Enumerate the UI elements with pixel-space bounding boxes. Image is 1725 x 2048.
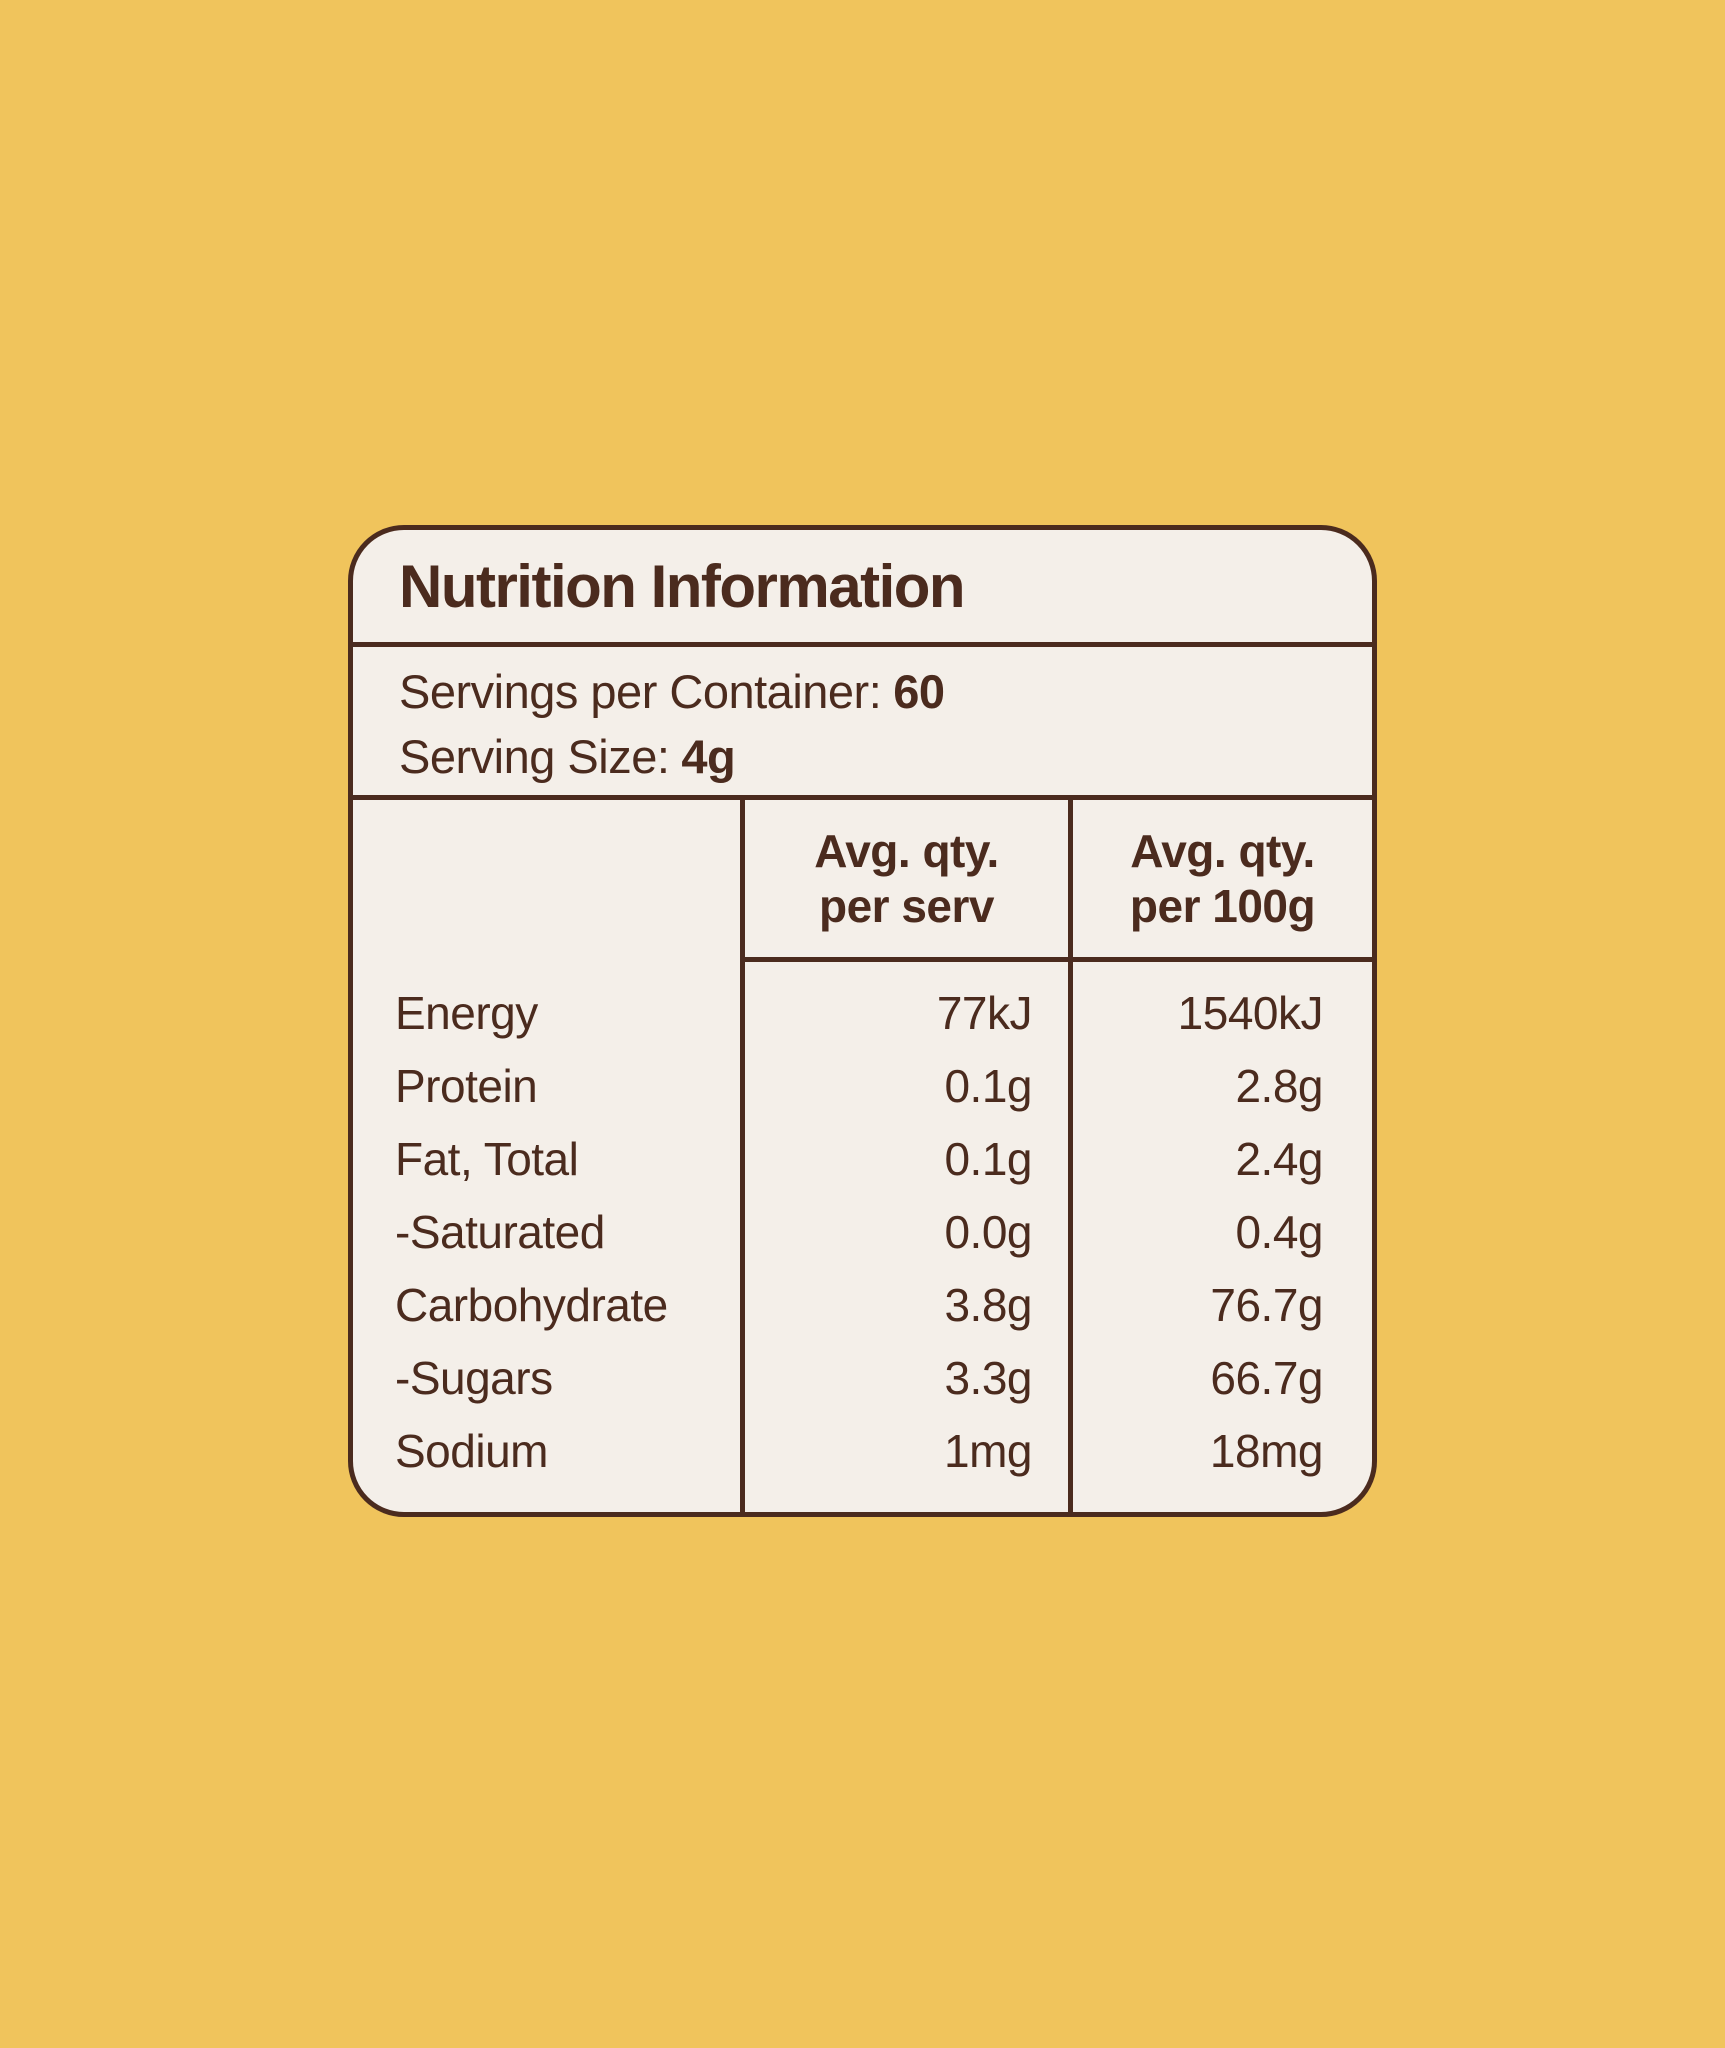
value-energy-per-serv: 77kJ [936,986,1033,1039]
servings-per-container-value: 60 [893,665,945,718]
servings-per-container-line: Servings per Container: 60 [399,659,1326,724]
row-label-carbohydrate: Carbohydrate [395,1278,668,1331]
card-title: Nutrition Information [399,552,966,620]
per-100g-column-header: Avg. qty. per 100g [1073,800,1372,962]
per-serving-header-line1: Avg. qty. [814,824,999,877]
value-fat-total-per-serv: 0.1g [944,1132,1032,1185]
value-saturated-per-100g: 0.4g [1235,1205,1323,1258]
row-label-saturated: -Saturated [395,1205,605,1258]
per-serving-column: Avg. qty. per serv 77kJ 0.1g 0.1g 0.0g 3… [740,800,1068,1512]
value-saturated-per-serv: 0.0g [944,1205,1032,1258]
value-sugars-per-100g: 66.7g [1210,1351,1323,1404]
per-serving-header-line2: per serv [818,879,995,932]
serving-size-value: 4g [681,730,736,783]
value-sodium-per-100g: 18mg [1209,1424,1324,1477]
servings-section: Servings per Container: 60 Serving Size: 4… [353,647,1372,800]
per-100g-header-line1: Avg. qty. [1130,824,1315,877]
per-100g-values: 1540kJ 2.8g 2.4g 0.4g 76.7g 66.7g 18mg [1073,962,1372,1487]
row-label-sodium: Sodium [395,1424,548,1477]
per-100g-column: Avg. qty. per 100g 1540kJ 2.8g 2.4g 0.4g… [1068,800,1372,1512]
row-label-fat-total: Fat, Total [395,1132,579,1185]
row-label-sugars: -Sugars [395,1351,553,1404]
nutrition-card: Nutrition Information Servings per Conta… [348,525,1377,1517]
serving-size-line: Serving Size: 4g [399,724,1326,789]
value-energy-per-100g: 1540kJ [1177,986,1324,1039]
row-label-energy: Energy [395,986,538,1039]
serving-size-label: Serving Size: [399,730,670,783]
value-carbohydrate-per-100g: 76.7g [1210,1278,1323,1331]
per-serving-column-header: Avg. qty. per serv [745,800,1068,962]
value-protein-per-100g: 2.8g [1235,1059,1323,1112]
value-sodium-per-serv: 1mg [944,1424,1032,1477]
row-label-protein: Protein [395,1059,538,1112]
card-title-section: Nutrition Information [353,530,1372,647]
value-protein-per-serv: 0.1g [944,1059,1032,1112]
nutrient-label-column: Energy Protein Fat, Total -Saturated Car… [353,800,740,1512]
value-sugars-per-serv: 3.3g [944,1351,1032,1404]
servings-per-container-label: Servings per Container: [399,665,882,718]
value-fat-total-per-100g: 2.4g [1235,1132,1323,1185]
per-100g-header-line2: per 100g [1129,879,1316,932]
value-carbohydrate-per-serv: 3.8g [944,1278,1032,1331]
nutrition-table: Energy Protein Fat, Total -Saturated Car… [353,800,1372,1512]
per-serving-values: 77kJ 0.1g 0.1g 0.0g 3.8g 3.3g 1mg [745,962,1068,1487]
